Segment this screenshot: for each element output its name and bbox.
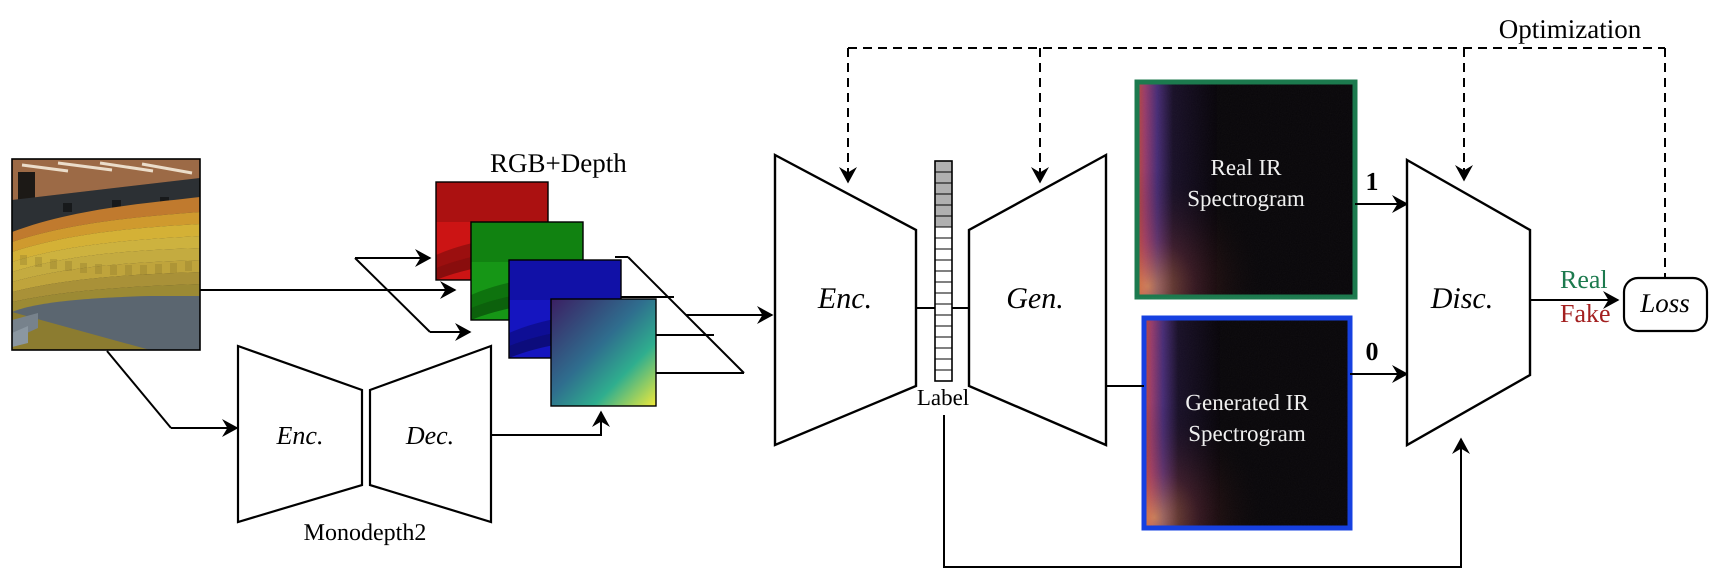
svg-text:Generated IR: Generated IR [1185, 390, 1309, 415]
svg-text:Label: Label [917, 385, 969, 410]
svg-text:Spectrogram: Spectrogram [1188, 421, 1306, 446]
svg-text:1: 1 [1366, 167, 1379, 196]
svg-text:Disc.: Disc. [1430, 282, 1494, 315]
svg-text:Loss: Loss [1639, 288, 1690, 318]
svg-text:Enc.: Enc. [276, 421, 324, 450]
svg-text:Optimization: Optimization [1499, 14, 1642, 44]
svg-text:Fake: Fake [1560, 299, 1611, 328]
svg-text:Real IR: Real IR [1211, 155, 1283, 180]
svg-text:RGB+Depth: RGB+Depth [490, 148, 627, 178]
svg-text:Real: Real [1560, 265, 1608, 294]
svg-text:Gen.: Gen. [1006, 282, 1063, 315]
svg-text:Spectrogram: Spectrogram [1187, 186, 1305, 211]
svg-text:Monodepth2: Monodepth2 [304, 520, 427, 546]
svg-text:0: 0 [1366, 337, 1379, 366]
svg-text:Dec.: Dec. [405, 421, 454, 450]
svg-text:Enc.: Enc. [817, 282, 872, 315]
